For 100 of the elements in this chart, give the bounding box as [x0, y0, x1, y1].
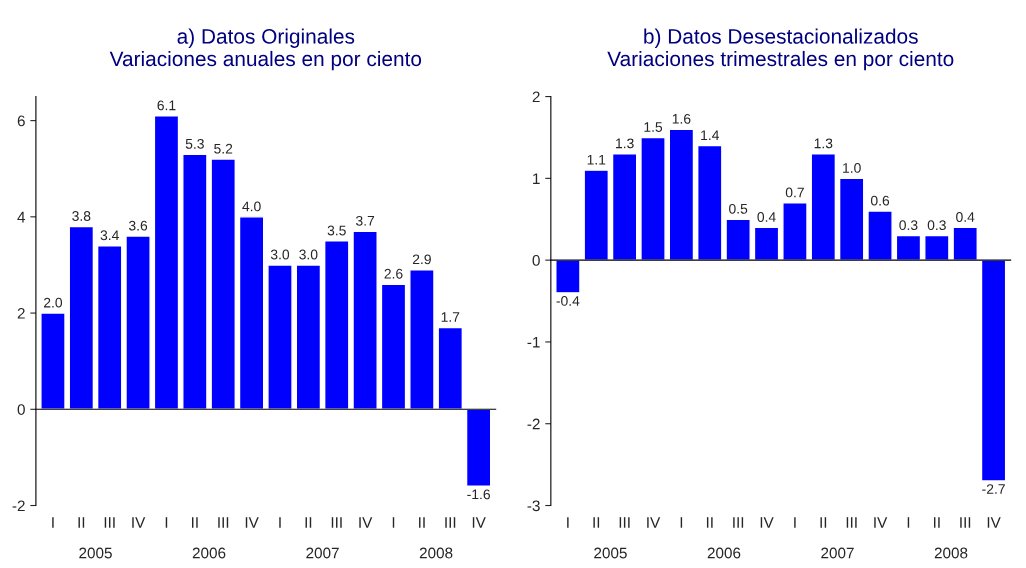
x-tick-label: IV [245, 517, 259, 528]
data-label: 4.0 [242, 201, 261, 212]
x-tick-label: I [680, 517, 683, 528]
y-tick-label: 0 [17, 404, 25, 415]
x-tick-label: I [794, 517, 796, 528]
text: 2006 [707, 547, 741, 559]
bar [182, 153, 208, 410]
x-tick-label: II [933, 517, 940, 528]
data-label: 2.0 [43, 297, 63, 308]
x-tick-label: II [78, 517, 85, 528]
bar [267, 264, 293, 410]
text: 2008 [419, 547, 453, 559]
bar [952, 226, 978, 261]
x-tick-label: III [218, 517, 229, 528]
x-tick-label: III [960, 517, 971, 528]
data-label: 3.5 [327, 225, 346, 236]
data-label: 5.3 [185, 138, 204, 149]
x-tick-label: II [820, 517, 827, 528]
bar [68, 225, 95, 410]
y-tick-label: -2 [527, 418, 540, 430]
x-tick-label: I [392, 517, 395, 528]
bar [125, 235, 151, 410]
text: 2005 [79, 547, 112, 559]
data-label: 0.3 [899, 220, 918, 231]
bar [437, 326, 464, 410]
data-label: 6.1 [157, 100, 176, 111]
y-tick-label: 6 [17, 115, 25, 127]
y-tick-label: 1 [533, 173, 540, 184]
x-tick-label: I [567, 517, 569, 528]
data-label: 3.6 [128, 220, 148, 231]
bar [668, 128, 695, 261]
x-tick-label: II [706, 517, 713, 528]
x-tick-label: III [846, 517, 857, 528]
x-tick-label: II [419, 517, 425, 528]
bar [465, 408, 492, 487]
y-tick-label: 0 [532, 255, 540, 266]
bar [980, 259, 1007, 482]
x-tick-label: III [619, 517, 630, 528]
x-tick-label: IV [874, 517, 888, 528]
bar [838, 177, 865, 261]
data-label: 1.7 [441, 312, 460, 322]
x-tick-label: IV [647, 517, 661, 528]
data-label: 1.4 [701, 130, 720, 140]
x-tick-label: IV [760, 517, 774, 528]
x-tick-label: III [104, 517, 115, 528]
x-tick-label: IV [987, 517, 1001, 528]
bar [352, 230, 378, 410]
bar [895, 234, 922, 261]
x-tick-label: IV [472, 517, 486, 528]
data-label: 2.6 [384, 268, 403, 279]
bar [782, 202, 808, 261]
bar [867, 210, 893, 261]
bar [753, 226, 780, 261]
data-label: -0.4 [556, 296, 580, 306]
data-label: 1.5 [644, 122, 663, 132]
data-label: 0.5 [729, 203, 748, 214]
x-tick-label: III [445, 517, 456, 528]
text: 2005 [594, 547, 627, 559]
x-tick-label: II [192, 517, 198, 528]
text: 2008 [934, 547, 968, 559]
data-label: 3.0 [299, 249, 318, 260]
data-label: 5.2 [214, 143, 233, 154]
text: 2007 [306, 547, 339, 559]
chart-title: a) Datos Originales Variaciones anuales en por ciento [109, 28, 422, 71]
y-tick-label: 2 [17, 307, 25, 319]
data-label: 1.6 [672, 113, 691, 124]
data-label: 3.7 [356, 215, 375, 226]
data-label: 1.0 [843, 162, 861, 173]
bar [210, 158, 236, 410]
bar [924, 234, 950, 261]
data-label: 0.7 [785, 187, 804, 198]
x-tick-label: I [279, 517, 281, 528]
x-tick-label: IV [132, 517, 146, 528]
data-label: 1.1 [587, 154, 606, 165]
y-tick-label: 2 [532, 91, 540, 103]
bar [697, 144, 723, 261]
y-tick-label: -2 [12, 500, 25, 512]
bar [96, 245, 123, 410]
bar [380, 283, 407, 410]
x-tick-label: I [907, 517, 910, 528]
bar [409, 269, 435, 410]
bar [555, 259, 581, 294]
data-label: 3.0 [270, 249, 290, 260]
data-label: 0.6 [870, 195, 890, 206]
data-label: 3.8 [72, 211, 91, 221]
bar [810, 153, 837, 261]
x-tick-label: II [593, 517, 600, 528]
bar [295, 264, 322, 410]
x-tick-label: II [305, 517, 312, 528]
text: 2007 [821, 547, 854, 559]
data-label: 1.3 [814, 138, 833, 149]
data-label: -2.7 [982, 484, 1005, 494]
bar [583, 169, 610, 261]
data-label: 2.9 [412, 254, 431, 265]
bar [238, 216, 265, 410]
data-label: 1.3 [616, 138, 634, 149]
bar [323, 240, 350, 410]
x-tick-label: I [52, 517, 54, 528]
text: 2006 [192, 547, 226, 559]
x-tick-label: III [733, 517, 744, 528]
